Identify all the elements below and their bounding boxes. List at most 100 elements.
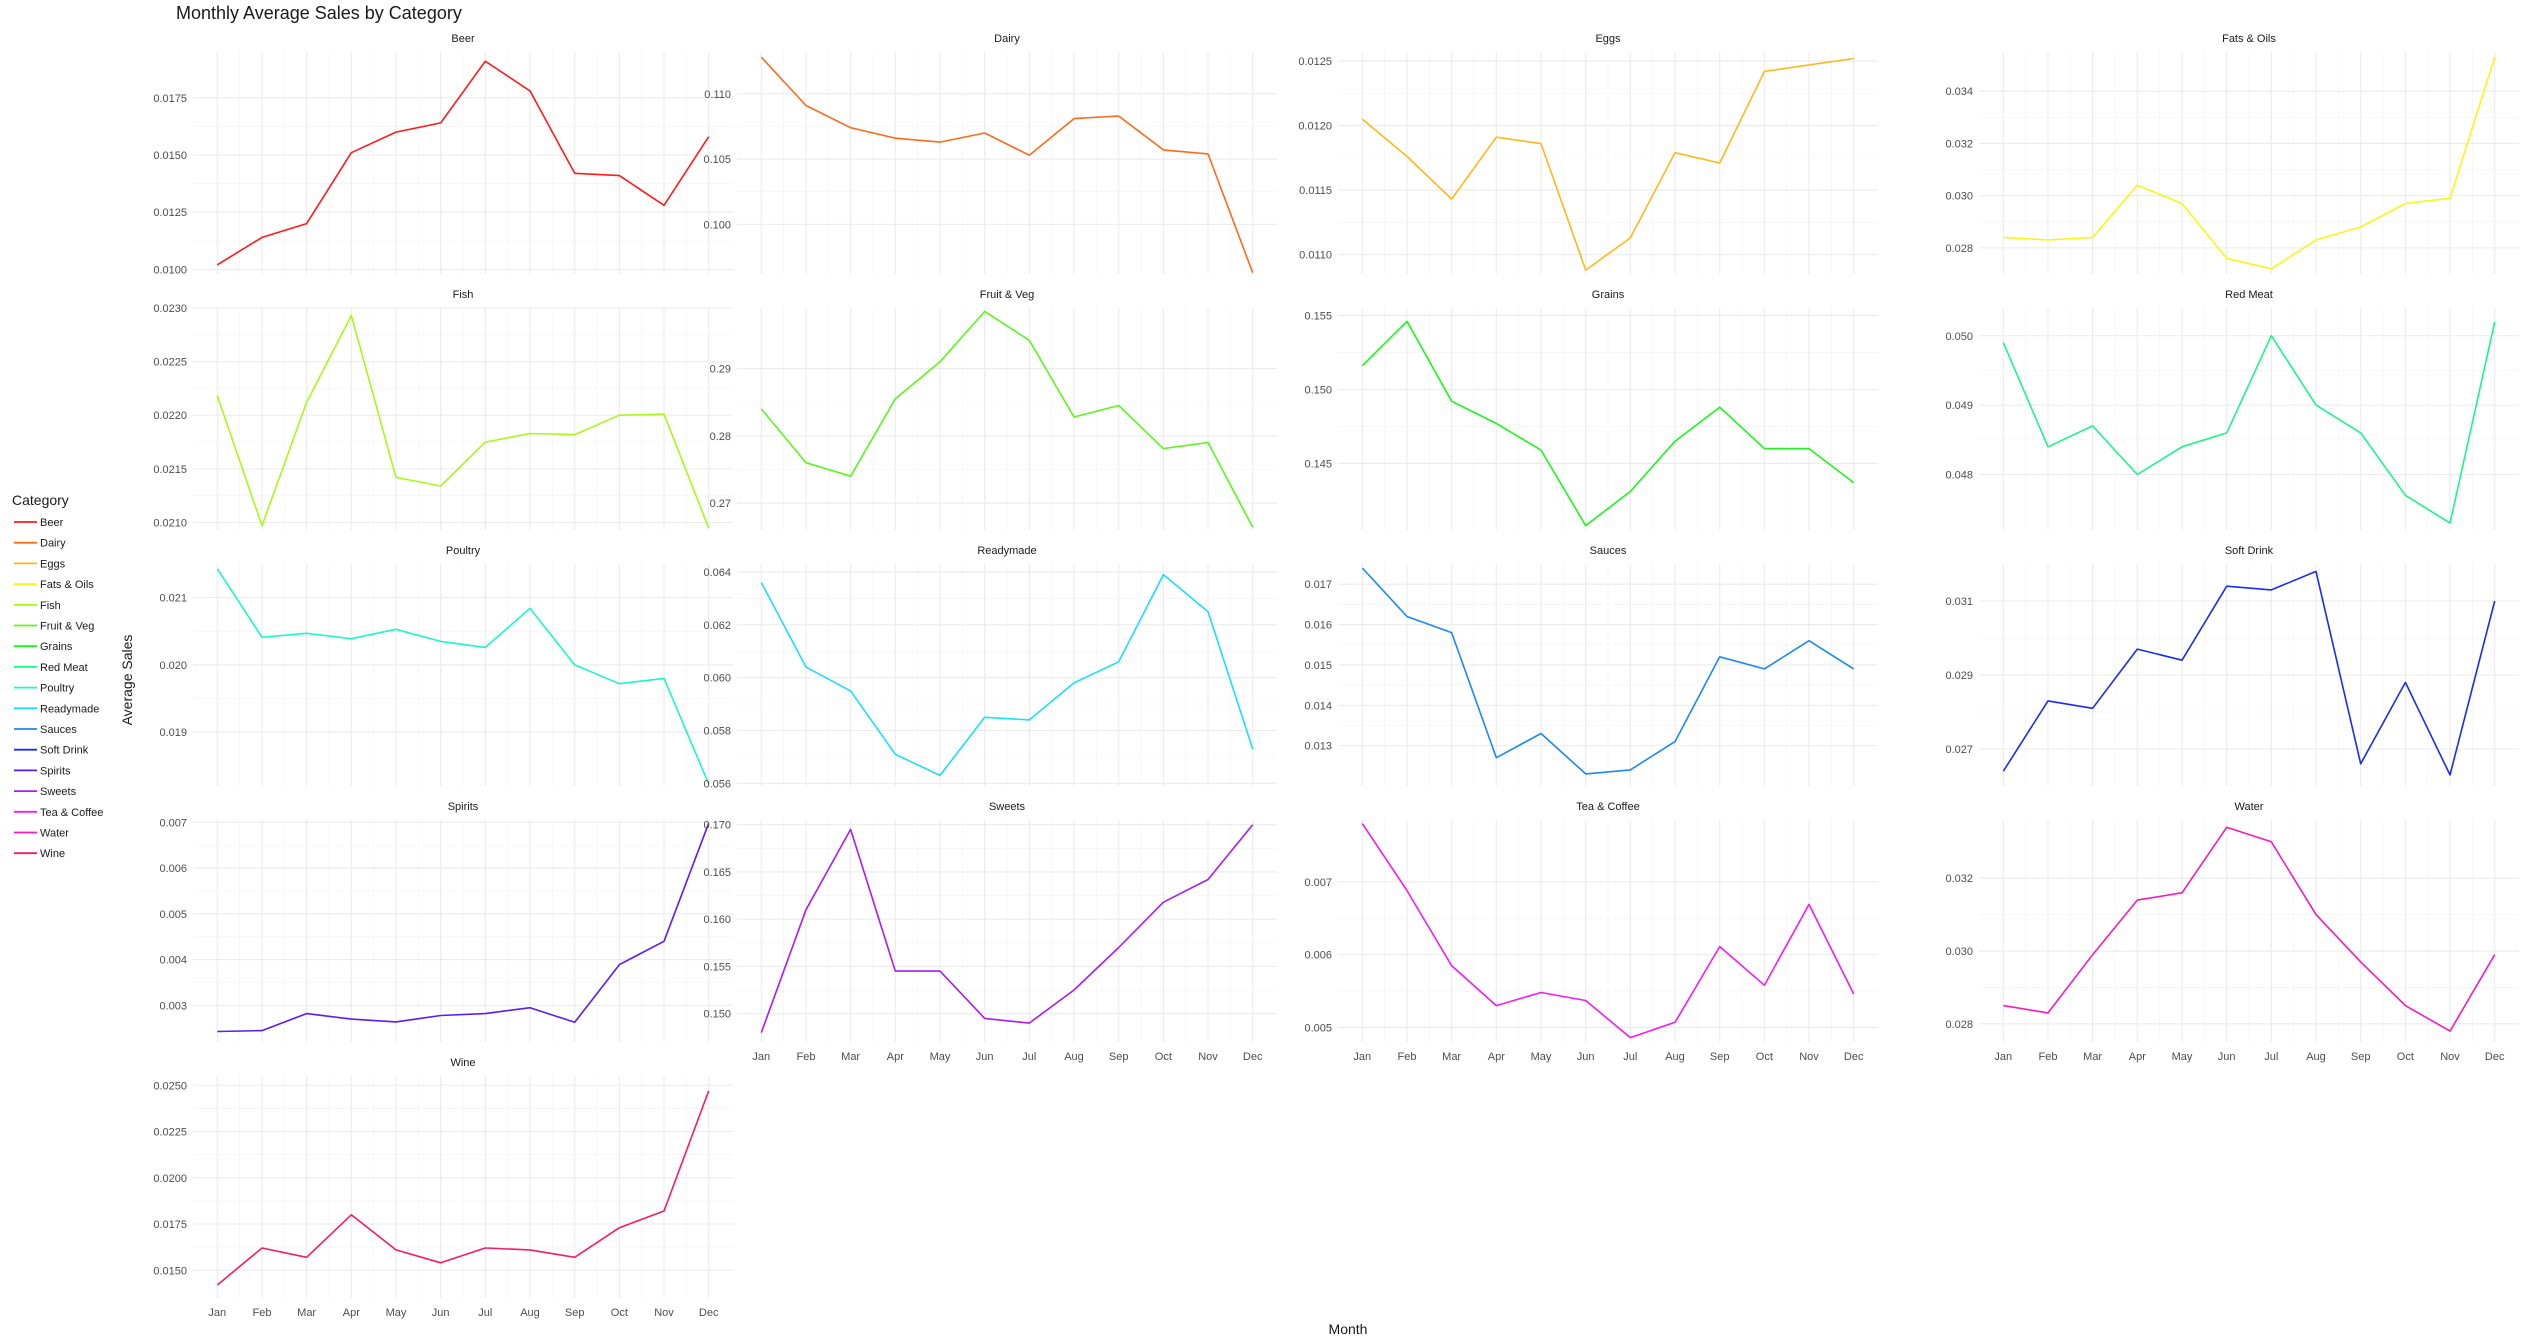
x-tick-label-water: Mar xyxy=(2083,1051,2102,1063)
series-line-fish xyxy=(216,314,710,529)
panel-wine: Wine 0.0150 0.0175 0.0200 0.0225 0.0250 Jan Feb… xyxy=(153,1057,733,1319)
y-tick-label-beer: 0.0100 xyxy=(153,264,187,276)
legend-title: Category xyxy=(12,492,69,508)
x-tick-label-sweets: Jul xyxy=(1022,1051,1036,1063)
legend-item-water: Water xyxy=(14,828,69,840)
x-tick-label-wine: Dec xyxy=(699,1307,719,1319)
series-line-sauces xyxy=(1361,567,1855,775)
y-tick-label-eggs: 0.0115 xyxy=(1299,185,1332,197)
x-tick-label-water: Feb xyxy=(2038,1051,2057,1063)
y-tick-label-sauces: 0.013 xyxy=(1304,741,1332,753)
x-tick-label-tea-and-coffee: Jun xyxy=(1577,1051,1595,1063)
y-tick-label-wine: 0.0225 xyxy=(153,1127,187,1139)
panel-title-sauces: Sauces xyxy=(1590,545,1627,557)
x-tick-label-wine: May xyxy=(386,1307,407,1319)
y-tick-label-wine: 0.0200 xyxy=(153,1173,187,1185)
y-tick-label-fats-and-oils: 0.032 xyxy=(1945,138,1973,150)
x-tick-label-water: Jun xyxy=(2218,1051,2236,1063)
y-tick-label-grains: 0.155 xyxy=(1304,310,1332,322)
legend-label-tea-and-coffee: Tea & Coffee xyxy=(40,807,103,819)
x-tick-label-wine: Jan xyxy=(208,1307,226,1319)
y-tick-label-soft-drink: 0.029 xyxy=(1945,670,1973,682)
x-tick-label-water: Jan xyxy=(1994,1051,2012,1063)
x-tick-label-wine: Aug xyxy=(520,1307,540,1319)
panel-title-dairy: Dairy xyxy=(994,33,1020,45)
y-tick-label-soft-drink: 0.027 xyxy=(1945,744,1973,756)
legend-label-readymade: Readymade xyxy=(40,703,99,715)
panel-fish: Fish 0.0210 0.0215 0.0220 0.0225 0.0230 xyxy=(153,289,733,530)
panel-title-sweets: Sweets xyxy=(989,801,1026,813)
panel-title-fruit-and-veg: Fruit & Veg xyxy=(980,289,1034,301)
legend-label-fats-and-oils: Fats & Oils xyxy=(40,579,94,591)
y-tick-label-soft-drink: 0.031 xyxy=(1945,596,1973,608)
y-tick-label-fish: 0.0225 xyxy=(153,357,187,369)
y-tick-label-water: 0.028 xyxy=(1945,1019,1973,1031)
y-tick-label-poultry: 0.019 xyxy=(159,727,187,739)
y-tick-label-tea-and-coffee: 0.005 xyxy=(1304,1022,1332,1034)
y-tick-label-dairy: 0.110 xyxy=(704,89,731,101)
legend-label-eggs: Eggs xyxy=(40,558,66,570)
legend-item-poultry: Poultry xyxy=(14,683,75,695)
panel-sweets: Sweets 0.150 0.155 0.160 0.165 0.170 Jan Feb Mar… xyxy=(703,801,1277,1063)
panel-tea-and-coffee: Tea & Coffee 0.005 0.006 0.007 Jan Feb Mar Apr M… xyxy=(1304,801,1878,1063)
x-tick-label-wine: Oct xyxy=(611,1307,628,1319)
legend-item-readymade: Readymade xyxy=(14,703,99,715)
panel-title-eggs: Eggs xyxy=(1595,33,1621,45)
y-tick-label-wine: 0.0250 xyxy=(153,1080,187,1092)
panel-title-fats-and-oils: Fats & Oils xyxy=(2222,33,2276,45)
x-tick-label-water: Oct xyxy=(2397,1051,2414,1063)
x-tick-label-sweets: Feb xyxy=(796,1051,815,1063)
panel-title-poultry: Poultry xyxy=(446,545,481,557)
legend-item-soft-drink: Soft Drink xyxy=(14,745,89,757)
y-tick-label-eggs: 0.0120 xyxy=(1298,121,1332,133)
legend-item-fruit-and-veg: Fruit & Veg xyxy=(14,621,94,633)
y-tick-label-fruit-and-veg: 0.28 xyxy=(710,431,731,443)
series-line-water xyxy=(2003,826,2496,1032)
y-tick-label-fish: 0.0210 xyxy=(153,517,187,529)
legend-label-sauces: Sauces xyxy=(40,724,77,736)
y-tick-label-wine: 0.0150 xyxy=(153,1265,187,1277)
x-tick-label-water: Aug xyxy=(2306,1051,2326,1063)
y-tick-label-fats-and-oils: 0.034 xyxy=(1945,86,1973,98)
x-tick-label-tea-and-coffee: Oct xyxy=(1756,1051,1773,1063)
y-tick-label-red-meat: 0.049 xyxy=(1945,400,1973,412)
x-tick-label-water: Nov xyxy=(2440,1051,2460,1063)
panel-title-fish: Fish xyxy=(453,289,474,301)
x-tick-label-wine: Sep xyxy=(565,1307,585,1319)
x-tick-label-tea-and-coffee: Aug xyxy=(1665,1051,1685,1063)
panel-fruit-and-veg: Fruit & Veg 0.27 0.28 0.29 xyxy=(710,289,1277,530)
y-tick-label-eggs: 0.0125 xyxy=(1298,56,1332,68)
panel-title-beer: Beer xyxy=(451,33,475,45)
panel-title-grains: Grains xyxy=(1592,289,1625,301)
y-tick-label-sweets: 0.170 xyxy=(703,820,731,832)
y-tick-label-sauces: 0.014 xyxy=(1304,700,1332,712)
legend-item-wine: Wine xyxy=(14,848,65,860)
x-tick-label-tea-and-coffee: Dec xyxy=(1844,1051,1864,1063)
series-line-tea-and-coffee xyxy=(1361,823,1855,1039)
series-line-eggs xyxy=(1361,57,1854,271)
x-tick-label-tea-and-coffee: Apr xyxy=(1488,1051,1505,1063)
y-axis-title: Average Sales xyxy=(119,635,135,726)
x-tick-label-wine: Apr xyxy=(343,1307,360,1319)
panel-title-soft-drink: Soft Drink xyxy=(2225,545,2274,557)
y-tick-label-spirits: 0.004 xyxy=(159,955,187,967)
x-tick-label-tea-and-coffee: Jan xyxy=(1353,1051,1371,1063)
legend-label-spirits: Spirits xyxy=(40,765,71,777)
legend: Beer Dairy Eggs Fats & Oils Fish Fruit & Veg G… xyxy=(14,517,103,860)
panel-title-readymade: Readymade xyxy=(977,545,1036,557)
panel-fats-and-oils: Fats & Oils 0.028 0.030 0.032 0.034 xyxy=(1945,33,2519,274)
legend-label-beer: Beer xyxy=(40,517,64,529)
x-tick-label-tea-and-coffee: Jul xyxy=(1623,1051,1637,1063)
y-tick-label-readymade: 0.060 xyxy=(703,673,731,685)
x-tick-label-tea-and-coffee: Nov xyxy=(1799,1051,1819,1063)
y-tick-label-beer: 0.0175 xyxy=(153,93,187,105)
x-tick-label-tea-and-coffee: Feb xyxy=(1397,1051,1416,1063)
y-tick-label-spirits: 0.006 xyxy=(159,863,187,875)
legend-item-beer: Beer xyxy=(14,517,64,529)
series-line-dairy xyxy=(760,56,1254,273)
panel-eggs: Eggs 0.0110 0.0115 0.0120 0.0125 xyxy=(1298,33,1878,274)
series-line-beer xyxy=(216,60,710,266)
legend-label-water: Water xyxy=(40,828,69,840)
panel-soft-drink: Soft Drink 0.027 0.029 0.031 xyxy=(1945,545,2519,786)
